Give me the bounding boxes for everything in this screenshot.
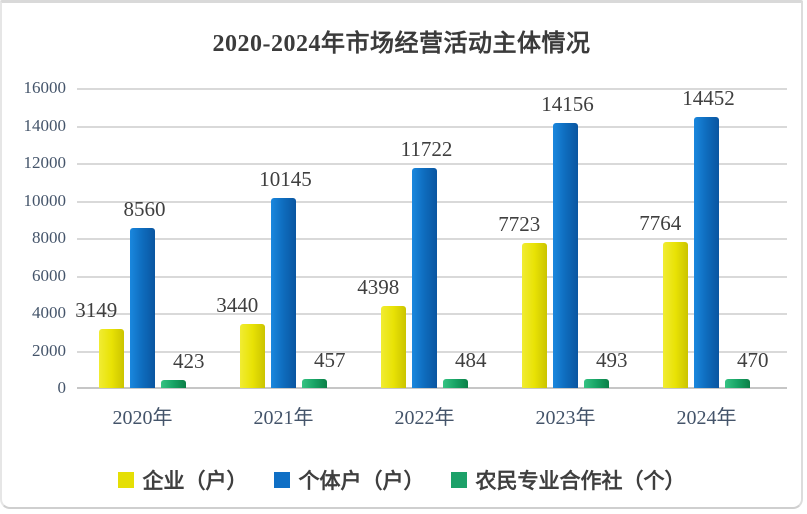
legend-item-企业（户）: 企业（户） — [117, 465, 248, 495]
chart-title: 2020-2024年市场经营活动主体情况 — [212, 31, 591, 57]
bar-data-label: 10145 — [259, 166, 312, 191]
bar-data-label: 8560 — [123, 196, 166, 221]
bar-2020年-个体户（户） — [130, 227, 155, 388]
legend-swatch-icon — [273, 472, 290, 488]
x-axis-category-label: 2023年 — [535, 407, 596, 429]
bar-2021年-企业（户） — [239, 323, 265, 388]
legend-label: 企业（户） — [142, 469, 248, 493]
bar-2020年-农民专业合作社（个） — [161, 380, 187, 388]
bar-2021年-农民专业合作社（个） — [302, 379, 328, 388]
bar-data-label: 7764 — [639, 211, 682, 236]
bar-2023年-农民专业合作社（个） — [584, 378, 610, 388]
bar-2024年-个体户（户） — [694, 117, 719, 388]
legend-label: 农民专业合作社（个） — [475, 469, 686, 493]
bar-data-label: 3149 — [75, 297, 118, 322]
y-axis-tick-label: 6000 — [32, 265, 66, 285]
bar-data-label: 423 — [173, 349, 205, 374]
y-axis-tick-label: 16000 — [23, 78, 67, 97]
x-axis-category-label: 2020年 — [112, 407, 173, 429]
bar-data-label: 493 — [596, 347, 628, 372]
legend-item-农民专业合作社（个）: 农民专业合作社（个） — [450, 465, 686, 495]
bar-data-label: 7723 — [498, 212, 541, 237]
y-axis-tick-label: 0 — [57, 378, 67, 397]
bar-data-label: 4398 — [357, 274, 400, 299]
y-axis-tick-label: 14000 — [23, 115, 67, 135]
bar-2022年-个体户（户） — [412, 168, 437, 388]
legend-swatch-icon — [450, 472, 467, 488]
x-axis-category-label: 2024年 — [676, 407, 737, 429]
bar-data-label: 14452 — [682, 86, 735, 111]
legend-item-个体户（户）: 个体户（户） — [273, 465, 425, 495]
bar-data-label: 3440 — [216, 292, 259, 317]
y-axis-tick-label: 2000 — [32, 340, 66, 360]
legend-label: 个体户（户） — [298, 469, 425, 493]
gridline — [77, 163, 787, 165]
y-axis-tick-label: 8000 — [32, 228, 66, 247]
bar-data-label: 470 — [737, 348, 769, 373]
gridline — [77, 88, 787, 90]
y-axis-tick-label: 4000 — [32, 303, 66, 322]
bar-2023年-个体户（户） — [553, 122, 578, 388]
x-axis-line — [77, 387, 787, 389]
bar-2022年-农民专业合作社（个） — [443, 378, 469, 388]
bar-2024年-企业（户） — [662, 242, 688, 388]
bar-2020年-企业（户） — [98, 328, 124, 388]
bar-data-label: 484 — [455, 347, 487, 372]
bar-2024年-农民专业合作社（个） — [725, 379, 751, 388]
bar-2021年-个体户（户） — [271, 197, 296, 388]
chart-legend: 企业（户） 个体户（户） 农民专业合作社（个） — [2, 465, 801, 495]
bar-2023年-企业（户） — [521, 243, 547, 388]
bar-data-label: 11722 — [400, 137, 453, 162]
legend-swatch-icon — [117, 472, 134, 488]
plot-area: 3149 8560 423 3440 10145 457 4398 11722 484 7723 1… — [75, 86, 787, 389]
bar-data-label: 14156 — [541, 91, 594, 116]
bar-data-label: 457 — [314, 348, 346, 373]
gridline — [77, 125, 787, 128]
x-axis-category-label: 2021年 — [253, 407, 314, 429]
bar-2022年-企业（户） — [380, 305, 406, 388]
y-axis-tick-label: 12000 — [23, 153, 67, 172]
x-axis-category-label: 2022年 — [394, 407, 455, 429]
y-axis-tick-label: 10000 — [23, 190, 67, 210]
